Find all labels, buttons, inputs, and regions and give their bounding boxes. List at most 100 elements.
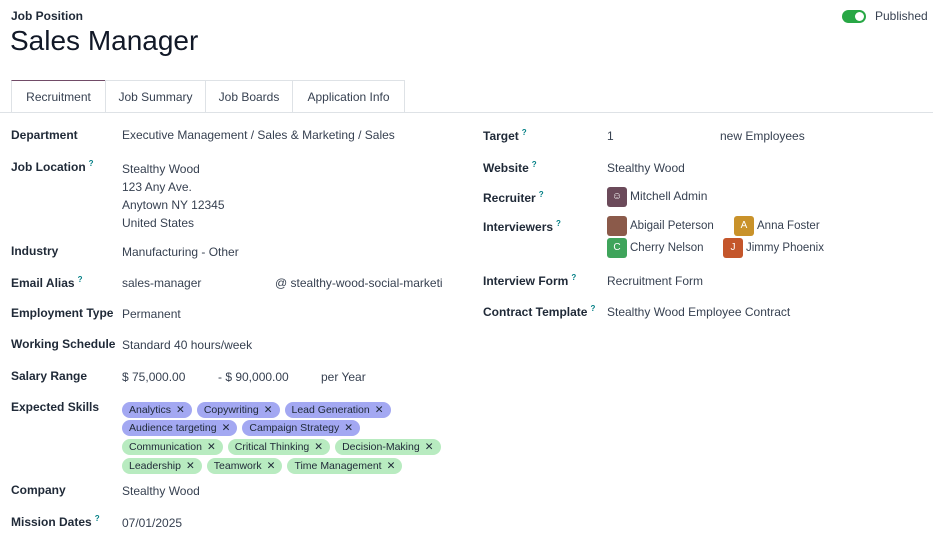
help-icon[interactable]: ? [531, 160, 537, 169]
interviewers-label: Interviewers? [483, 219, 561, 234]
address-line: 123 Any Ave. [122, 180, 192, 194]
remove-tag-icon[interactable]: ✕ [263, 404, 273, 416]
page-title: Sales Manager [10, 25, 199, 56]
interviewer-tag[interactable]: Abigail Peterson [607, 216, 714, 236]
skill-name: Audience targeting [129, 422, 217, 434]
avatar: C [607, 238, 627, 258]
remove-tag-icon[interactable]: ✕ [344, 422, 354, 434]
address-line: Anytown NY 12345 [122, 198, 225, 212]
contract-template-field[interactable]: Stealthy Wood Employee Contract [607, 305, 791, 319]
target-input[interactable]: 1 [607, 129, 614, 143]
avatar: A [734, 216, 754, 236]
skills-row: Leadership ✕ Teamwork ✕ Time Management ✕ [122, 456, 407, 474]
mission-dates-label: Mission Dates? [11, 514, 100, 529]
interviewer-tag[interactable]: A Anna Foster [734, 216, 820, 236]
email-domain: @ stealthy-wood-social-marketi [275, 276, 443, 290]
toggle-switch[interactable] [842, 9, 866, 23]
skill-name: Decision-Making [342, 441, 420, 453]
help-icon[interactable]: ? [88, 159, 94, 168]
skill-tag[interactable]: Decision-Making ✕ [335, 439, 441, 455]
skill-name: Lead Generation [291, 404, 370, 416]
skill-name: Analytics [129, 404, 172, 416]
skill-name: Leadership [129, 460, 181, 472]
help-icon[interactable]: ? [538, 190, 544, 199]
help-icon[interactable]: ? [94, 514, 100, 523]
remove-tag-icon[interactable]: ✕ [221, 422, 231, 434]
interview-form-label: Interview Form? [483, 273, 577, 288]
published-toggle[interactable]: Published [842, 9, 928, 23]
industry-label: Industry [11, 244, 59, 258]
tab-recruitment[interactable]: Recruitment [11, 80, 106, 113]
remove-tag-icon[interactable]: ✕ [206, 441, 216, 453]
mission-dates-field[interactable]: 07/01/2025 [122, 516, 183, 530]
remove-tag-icon[interactable]: ✕ [424, 441, 434, 453]
skill-tag[interactable]: Teamwork ✕ [206, 458, 283, 474]
email-alias-input[interactable]: sales-manager [122, 276, 202, 290]
avatar [607, 216, 627, 236]
address-line: Stealthy Wood [122, 162, 200, 176]
industry-field[interactable]: Manufacturing - Other [122, 245, 239, 259]
published-label: Published [875, 9, 928, 23]
job-location-label: Job Location? [11, 159, 94, 174]
website-label: Website? [483, 160, 537, 175]
salary-range-label: Salary Range [11, 369, 88, 383]
skill-tag[interactable]: Leadership ✕ [122, 458, 202, 474]
company-label: Company [11, 483, 66, 497]
salary-min-input[interactable]: $ 75,000.00 [122, 370, 186, 384]
help-icon[interactable]: ? [571, 273, 577, 282]
remove-tag-icon[interactable]: ✕ [386, 460, 396, 472]
email-alias-label: Email Alias? [11, 275, 83, 290]
skill-name: Communication [129, 441, 202, 453]
tab-divider [0, 112, 933, 113]
recruiter-field[interactable]: ☺ Mitchell Admin [607, 187, 707, 207]
skills-row: Analytics ✕ Copywriting ✕ Lead Generation ✕ [122, 400, 396, 418]
skill-name: Teamwork [213, 460, 262, 472]
tab-application-info[interactable]: Application Info [292, 80, 405, 112]
remove-tag-icon[interactable]: ✕ [314, 441, 324, 453]
remove-tag-icon[interactable]: ✕ [176, 404, 185, 416]
help-icon[interactable]: ? [521, 128, 527, 137]
skill-tag[interactable]: Lead Generation ✕ [284, 402, 391, 418]
interviewer-tag[interactable]: C Cherry Nelson [607, 238, 704, 258]
salary-period[interactable]: per Year [321, 370, 366, 384]
recruiter-label: Recruiter? [483, 190, 544, 205]
skill-tag[interactable]: Critical Thinking ✕ [227, 439, 331, 455]
skill-name: Copywriting [203, 404, 259, 416]
skill-name: Time Management [294, 460, 382, 472]
avatar: J [723, 238, 743, 258]
department-field[interactable]: Executive Management / Sales & Marketing… [122, 128, 395, 142]
skill-tag[interactable]: Analytics ✕ [122, 402, 192, 418]
remove-tag-icon[interactable]: ✕ [266, 460, 276, 472]
skill-tag[interactable]: Communication ✕ [122, 439, 223, 455]
help-icon[interactable]: ? [556, 219, 561, 228]
help-icon[interactable]: ? [590, 304, 596, 313]
skill-name: Critical Thinking [234, 441, 310, 453]
target-label: Target? [483, 128, 527, 143]
remove-tag-icon[interactable]: ✕ [185, 460, 195, 472]
tab-job-summary[interactable]: Job Summary [105, 80, 206, 112]
skill-tag[interactable]: Copywriting ✕ [196, 402, 280, 418]
skill-name: Campaign Strategy [249, 422, 340, 434]
company-field[interactable]: Stealthy Wood [122, 484, 200, 498]
target-unit: new Employees [720, 129, 805, 143]
employment-type-field[interactable]: Permanent [122, 307, 181, 321]
skill-tag[interactable]: Time Management ✕ [287, 458, 403, 474]
remove-tag-icon[interactable]: ✕ [374, 404, 384, 416]
interviewer-tag[interactable]: J Jimmy Phoenix [723, 238, 824, 258]
working-schedule-label: Working Schedule [11, 337, 116, 351]
skill-tag[interactable]: Audience targeting ✕ [122, 420, 238, 436]
website-field[interactable]: Stealthy Wood [607, 161, 685, 175]
working-schedule-field[interactable]: Standard 40 hours/week [122, 338, 253, 352]
skills-row: Audience targeting ✕ Campaign Strategy ✕ [122, 418, 365, 436]
help-icon[interactable]: ? [77, 275, 83, 284]
department-label: Department [11, 128, 78, 142]
employment-type-label: Employment Type [11, 306, 114, 320]
salary-max-input[interactable]: - $ 90,000.00 [218, 370, 289, 384]
expected-skills-label: Expected Skills [11, 400, 100, 414]
skill-tag[interactable]: Campaign Strategy ✕ [242, 420, 361, 436]
tab-job-boards[interactable]: Job Boards [205, 80, 293, 112]
job-location-field[interactable]: Stealthy Wood 123 Any Ave. Anytown NY 12… [122, 160, 225, 232]
breadcrumb: Job Position [11, 9, 83, 23]
interview-form-field[interactable]: Recruitment Form [607, 274, 704, 288]
recruiter-name: Mitchell Admin [630, 189, 708, 204]
